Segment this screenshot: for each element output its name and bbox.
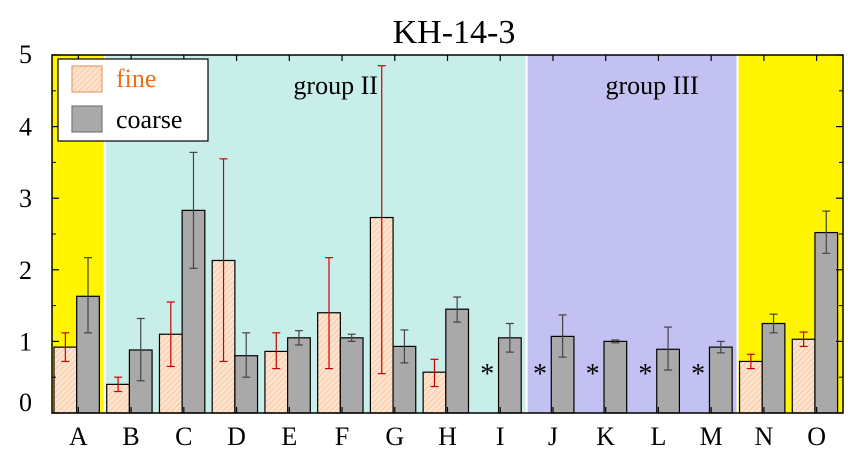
missing-marker-I: * xyxy=(480,359,494,390)
xtick-label-I: I xyxy=(496,422,505,451)
legend-swatch-fine xyxy=(71,65,103,93)
xtick-label-L: L xyxy=(650,422,666,451)
legend-label-coarse: coarse xyxy=(116,105,182,134)
bar-fine-O xyxy=(791,338,816,414)
legend: fine coarse xyxy=(57,58,209,142)
xtick-label-B: B xyxy=(122,422,139,451)
xtick-label-K: K xyxy=(596,422,615,451)
chart-title: KH-14-3 xyxy=(393,14,516,51)
bar-coarse-H xyxy=(445,308,470,414)
bar-coarse-K xyxy=(603,340,628,414)
ytick-label-2: 2 xyxy=(19,256,32,285)
xtick-label-M: M xyxy=(700,422,723,451)
missing-marker-J: * xyxy=(533,359,547,390)
xtick-label-D: D xyxy=(227,422,246,451)
xtick-label-O: O xyxy=(807,422,826,451)
xtick-label-G: G xyxy=(385,422,404,451)
region-label-1: group II xyxy=(293,71,377,100)
error-bars xyxy=(61,65,831,393)
ytick-label-5: 5 xyxy=(19,40,32,69)
xtick-label-F: F xyxy=(335,422,349,451)
xtick-label-H: H xyxy=(438,422,457,451)
missing-marker-L: * xyxy=(638,359,652,390)
xtick-label-C: C xyxy=(175,422,192,451)
ytick-label-0: 0 xyxy=(19,388,32,417)
ytick-label-3: 3 xyxy=(19,184,32,213)
ytick-label-4: 4 xyxy=(19,113,32,142)
bar-coarse-E xyxy=(287,337,311,414)
missing-markers: * * * * * xyxy=(480,359,705,390)
ytick-label-1: 1 xyxy=(19,327,32,356)
group-labels: group II group III xyxy=(293,71,698,100)
bar-coarse-M xyxy=(708,346,733,414)
xtick-label-N: N xyxy=(755,422,774,451)
missing-marker-K: * xyxy=(586,359,600,390)
x-axis: A B C D E F G H I J K L M N O xyxy=(69,55,826,451)
region-label-2: group III xyxy=(605,71,698,100)
bar-coarse-N xyxy=(761,322,786,414)
legend-label-fine: fine xyxy=(116,64,156,93)
xtick-label-A: A xyxy=(69,422,88,451)
bar-coarse-O xyxy=(814,231,839,414)
xtick-label-J: J xyxy=(548,422,558,451)
y-axis: 0 1 2 3 4 5 xyxy=(19,40,843,417)
missing-marker-M: * xyxy=(691,359,705,390)
bar-coarse-F xyxy=(339,337,364,414)
xtick-label-E: E xyxy=(281,422,297,451)
legend-swatch-coarse xyxy=(71,105,103,133)
